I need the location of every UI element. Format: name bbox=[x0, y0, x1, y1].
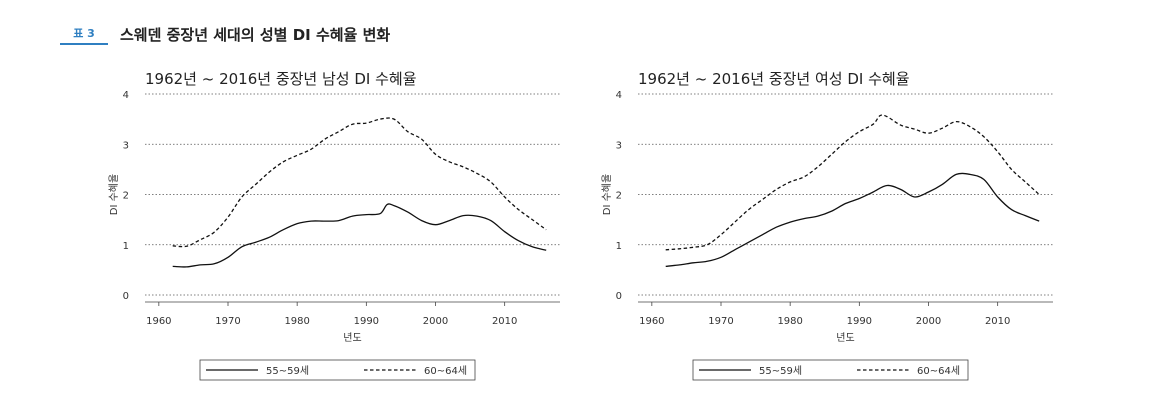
x-tick-label: 1970 bbox=[708, 316, 733, 327]
chart-panel-1: 1962년 ~ 2016년 중장년 남성 DI 수혜율 0 1 2 3 4 DI 수혜율 19… bbox=[108, 70, 560, 381]
legend-label: 60~64세 bbox=[917, 365, 960, 377]
x-axis-title: 년도 bbox=[836, 332, 854, 344]
y-tick-label: 3 bbox=[123, 140, 129, 151]
legend-box bbox=[199, 359, 476, 381]
x-tick-label: 1980 bbox=[777, 316, 802, 327]
x-axis-title: 년도 bbox=[343, 332, 361, 344]
y-axis-title: DI 수혜율 bbox=[601, 174, 613, 215]
badge-underline bbox=[60, 43, 108, 45]
legend-label: 55~59세 bbox=[759, 365, 802, 377]
y-tick-label: 4 bbox=[616, 90, 622, 101]
y-tick-label: 0 bbox=[123, 291, 129, 302]
x-tick-label: 1960 bbox=[146, 316, 171, 327]
figure-title: 스웨덴 중장년 세대의 성별 DI 수혜율 변화 bbox=[120, 26, 391, 44]
legend: 55~59세 60~64세 bbox=[199, 359, 476, 381]
chart-title: 1962년 ~ 2016년 중장년 남성 DI 수혜율 bbox=[145, 70, 417, 88]
series-line-60-64 bbox=[665, 114, 1040, 251]
chart-panel-2: 1962년 ~ 2016년 중장년 여성 DI 수혜율 0 1 2 3 4 DI 수혜율 19… bbox=[601, 70, 1053, 381]
y-tick-label: 1 bbox=[616, 241, 622, 252]
x-tick-label: 2010 bbox=[492, 316, 517, 327]
x-tick-label: 1990 bbox=[354, 316, 379, 327]
x-tick-label: 2000 bbox=[916, 316, 941, 327]
table-badge: 표 3 bbox=[73, 27, 95, 40]
chart-title: 1962년 ~ 2016년 중장년 여성 DI 수혜율 bbox=[638, 70, 910, 88]
series-line-55-59 bbox=[665, 172, 1040, 268]
x-tick-label: 1990 bbox=[847, 316, 872, 327]
y-tick-label: 1 bbox=[123, 241, 129, 252]
x-tick-label: 1970 bbox=[215, 316, 240, 327]
y-tick-label: 4 bbox=[123, 90, 129, 101]
y-axis-title: DI 수혜율 bbox=[108, 174, 120, 215]
y-tick-label: 0 bbox=[616, 291, 622, 302]
legend-box bbox=[692, 359, 969, 381]
figure-header: 표 3 스웨덴 중장년 세대의 성별 DI 수혜율 변화 bbox=[60, 24, 1110, 46]
y-tick-label: 3 bbox=[616, 140, 622, 151]
y-tick-label: 2 bbox=[123, 191, 129, 202]
y-tick-label: 2 bbox=[616, 191, 622, 202]
x-tick-label: 1980 bbox=[284, 316, 309, 327]
legend-label: 60~64세 bbox=[424, 365, 467, 377]
series-line-60-64 bbox=[172, 117, 547, 248]
x-tick-label: 2000 bbox=[423, 316, 448, 327]
legend: 55~59세 60~64세 bbox=[692, 359, 969, 381]
series-line-55-59 bbox=[172, 203, 547, 268]
legend-label: 55~59세 bbox=[266, 365, 309, 377]
x-tick-label: 2010 bbox=[985, 316, 1010, 327]
x-tick-label: 1960 bbox=[639, 316, 664, 327]
